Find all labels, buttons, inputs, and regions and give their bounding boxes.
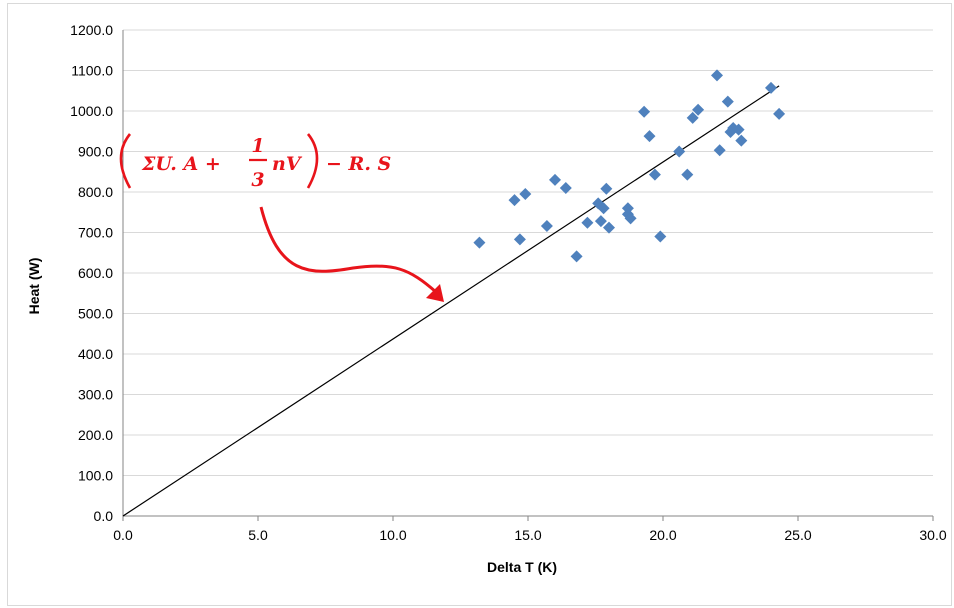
data-point: [713, 144, 726, 157]
data-point: [686, 111, 699, 124]
trendline-group: [122, 85, 780, 517]
data-point: [721, 95, 734, 108]
formula-mid: nV: [272, 153, 303, 175]
x-tick-label: 15.0: [514, 527, 541, 543]
data-point: [621, 202, 634, 215]
x-tick-label: 25.0: [784, 527, 811, 543]
y-tick-label: 300.0: [78, 387, 113, 403]
formula-frac-den: 3: [251, 169, 264, 191]
left-paren: [119, 133, 132, 189]
x-tick-label: 0.0: [113, 527, 133, 543]
y-tick-label: 1100.0: [71, 63, 113, 79]
data-point: [654, 230, 667, 243]
data-point: [519, 188, 532, 201]
y-tick-label: 900.0: [78, 144, 113, 160]
gridlines: [123, 29, 933, 476]
formula-frac-num: 1: [251, 135, 264, 157]
y-tick-label: 700.0: [78, 225, 113, 241]
trendline: [122, 85, 780, 517]
chart-frame: 0.0 100.0 200.0 300.0 400.0 500.0 600.0 700.0 80…: [7, 3, 952, 606]
data-point: [597, 202, 610, 215]
data-point: [648, 168, 661, 181]
data-point: [603, 221, 615, 234]
x-tick-label: 20.0: [649, 527, 676, 543]
x-tick-label: 10.0: [379, 527, 406, 543]
data-point: [513, 233, 526, 246]
y-tick-label: 1000.0: [70, 103, 113, 119]
data-point: [473, 236, 486, 249]
data-point: [732, 123, 745, 136]
y-tick-label: 1200.0: [70, 22, 113, 38]
y-tick-labels: 0.0 100.0 200.0 300.0 400.0 500.0 600.0 700.0 80…: [70, 22, 113, 524]
x-tick-label: 5.0: [248, 527, 268, 543]
y-tick-label: 0.0: [94, 508, 114, 524]
data-point: [559, 181, 572, 194]
data-point: [638, 105, 651, 118]
data-point: [773, 107, 786, 120]
data-point: [673, 145, 686, 158]
data-points: [473, 69, 786, 263]
y-tick-label: 400.0: [78, 346, 113, 362]
annotation-arrowhead: [426, 284, 444, 302]
data-point: [581, 216, 594, 229]
data-point: [508, 194, 521, 207]
data-point: [711, 69, 723, 82]
formula-lead: ΣU. A +: [141, 153, 221, 175]
y-tick-label: 800.0: [78, 184, 113, 200]
data-point: [570, 250, 583, 263]
formula-tail: − R. S: [326, 153, 391, 175]
y-tick-label: 500.0: [78, 306, 113, 322]
data-point: [692, 103, 705, 116]
data-point: [681, 168, 694, 181]
formula-annotation: ΣU. A + 1 3 nV − R. S: [119, 133, 444, 302]
y-tick-label: 200.0: [78, 427, 113, 443]
x-axis-title: Delta T (K): [487, 559, 557, 575]
data-point: [765, 81, 777, 94]
data-point: [643, 130, 656, 143]
x-tick-label: 30.0: [919, 527, 946, 543]
data-point: [540, 220, 553, 233]
data-point: [735, 134, 748, 147]
axes: [122, 30, 934, 521]
data-point: [600, 182, 613, 195]
right-paren: [306, 133, 319, 189]
data-point: [594, 215, 607, 228]
annotation-arrow: [259, 206, 437, 294]
y-axis-title: Heat (W): [26, 258, 42, 315]
data-point: [624, 212, 637, 225]
y-tick-label: 600.0: [78, 265, 113, 281]
y-tick-label: 100.0: [78, 468, 113, 484]
x-tick-labels: 0.0 5.0 10.0 15.0 20.0 25.0 30.0: [113, 527, 947, 543]
scatter-chart: 0.0 100.0 200.0 300.0 400.0 500.0 600.0 700.0 80…: [26, 22, 947, 575]
data-point: [549, 173, 561, 186]
